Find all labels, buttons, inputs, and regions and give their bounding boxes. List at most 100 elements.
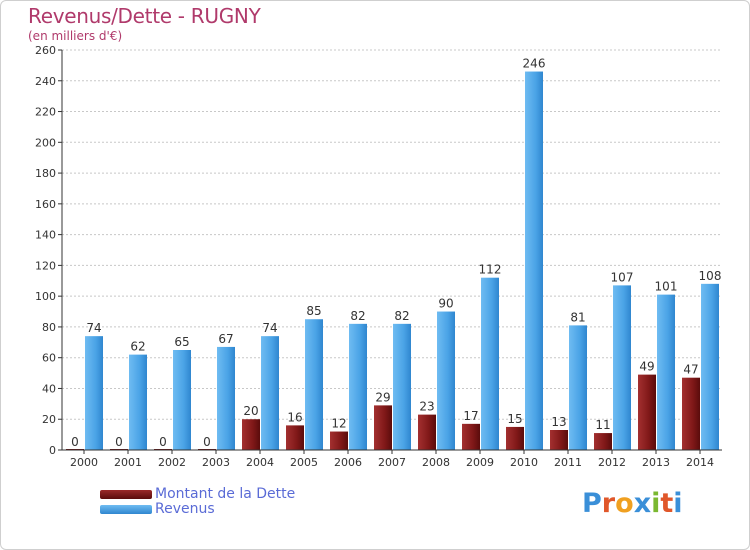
bar-dette <box>638 374 656 450</box>
bar-revenus <box>173 350 191 450</box>
bar-dette <box>330 431 348 450</box>
data-label-dette: 20 <box>243 404 258 418</box>
data-label-dette: 16 <box>287 410 302 424</box>
data-label-revenus: 112 <box>479 263 502 277</box>
data-label-dette: 49 <box>639 360 654 374</box>
bar-revenus <box>701 283 719 450</box>
data-label-dette: 47 <box>683 363 698 377</box>
data-label-revenus: 82 <box>350 309 365 323</box>
data-label-dette: 15 <box>507 412 522 426</box>
x-tick-label: 2008 <box>422 456 450 469</box>
legend-swatch-dette <box>100 490 152 499</box>
logo-letter: x <box>633 488 652 519</box>
logo-letter: r <box>601 488 616 519</box>
data-label-revenus: 85 <box>306 304 321 318</box>
data-label-revenus: 246 <box>523 57 546 71</box>
x-tick-label: 2001 <box>114 456 142 469</box>
bar-revenus <box>261 336 279 450</box>
bar-revenus <box>305 319 323 450</box>
logo-letter: i <box>651 488 661 519</box>
bar-revenus <box>569 325 587 450</box>
bar-revenus <box>481 277 499 450</box>
bar-dette <box>506 426 524 450</box>
x-tick-label: 2002 <box>158 456 186 469</box>
bar-dette <box>550 430 568 450</box>
x-tick-label: 2009 <box>466 456 494 469</box>
x-tick-label: 2011 <box>554 456 582 469</box>
data-label-revenus: 67 <box>218 332 233 346</box>
data-label-dette: 13 <box>551 415 566 429</box>
x-tick-label: 2005 <box>290 456 318 469</box>
data-label-dette: 29 <box>375 390 390 404</box>
bar-revenus <box>525 71 543 451</box>
x-tick-label: 2010 <box>510 456 538 469</box>
data-label-dette: 11 <box>595 418 610 432</box>
data-label-revenus: 65 <box>174 335 189 349</box>
data-label-revenus: 74 <box>262 321 277 335</box>
legend-swatch-revenus <box>100 505 152 514</box>
x-tick-label: 2006 <box>334 456 362 469</box>
legend-label-dette: Montant de la Dette <box>155 486 296 502</box>
data-label-revenus: 82 <box>394 309 409 323</box>
bar-dette <box>242 419 260 450</box>
bar-revenus <box>217 346 235 450</box>
y-tick-label: 40 <box>42 382 56 395</box>
data-label-revenus: 81 <box>570 310 585 324</box>
data-label-revenus: 90 <box>438 297 453 311</box>
data-label-revenus: 108 <box>699 269 722 283</box>
bar-revenus <box>437 311 455 450</box>
x-tick-label: 2000 <box>70 456 98 469</box>
y-tick-label: 160 <box>35 198 56 211</box>
bar-revenus <box>613 285 631 450</box>
logo-letter: i <box>673 488 683 519</box>
data-label-dette: 23 <box>419 400 434 414</box>
y-tick-label: 100 <box>35 290 56 303</box>
bar-revenus <box>349 323 367 450</box>
y-tick-label: 260 <box>35 44 56 57</box>
bar-dette <box>462 423 480 450</box>
bar-revenus <box>129 354 147 450</box>
chart-subtitle: (en milliers d'€) <box>28 29 123 43</box>
data-label-revenus: 101 <box>655 280 678 294</box>
data-label-dette: 17 <box>463 409 478 423</box>
chart-title: Revenus/Dette - RUGNY <box>28 4 261 28</box>
y-tick-label: 20 <box>42 413 56 426</box>
y-tick-label: 240 <box>35 75 56 88</box>
y-tick-label: 200 <box>35 136 56 149</box>
y-tick-label: 220 <box>35 106 56 119</box>
logo-letter: t <box>660 488 674 519</box>
y-tick-label: 180 <box>35 167 56 180</box>
data-label-dette: 12 <box>331 417 346 431</box>
data-label-dette: 0 <box>203 435 211 449</box>
bar-dette <box>594 433 612 450</box>
bar-revenus <box>85 336 103 450</box>
data-label-dette: 0 <box>159 435 167 449</box>
bar-dette <box>286 425 304 450</box>
bar-revenus <box>657 294 675 450</box>
x-tick-label: 2012 <box>598 456 626 469</box>
data-label-dette: 0 <box>71 435 79 449</box>
data-label-revenus: 107 <box>611 270 634 284</box>
data-label-revenus: 74 <box>86 321 101 335</box>
x-tick-label: 2003 <box>202 456 230 469</box>
bar-revenus <box>393 323 411 450</box>
data-label-revenus: 62 <box>130 340 145 354</box>
bar-dette <box>682 377 700 450</box>
y-tick-label: 0 <box>49 444 56 457</box>
bar-dette <box>418 414 436 450</box>
y-tick-label: 140 <box>35 229 56 242</box>
x-tick-label: 2013 <box>642 456 670 469</box>
logo-letter: o <box>615 488 634 519</box>
data-label-dette: 0 <box>115 435 123 449</box>
y-tick-label: 80 <box>42 321 56 334</box>
bar-dette <box>374 405 392 450</box>
y-tick-label: 120 <box>35 259 56 272</box>
y-tick-label: 60 <box>42 352 56 365</box>
legend-label-revenus: Revenus <box>155 501 215 517</box>
x-tick-label: 2004 <box>246 456 274 469</box>
x-tick-label: 2014 <box>686 456 714 469</box>
logo-letter: P <box>582 488 602 519</box>
x-tick-label: 2007 <box>378 456 406 469</box>
